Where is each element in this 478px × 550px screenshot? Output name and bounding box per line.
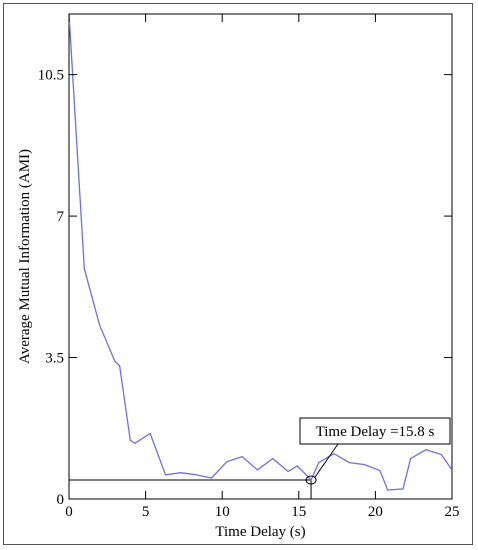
x-axis-ticks: 0 5 10 15 20 25: [65, 14, 460, 520]
y-tick-label: 0: [57, 492, 65, 508]
x-tick-label: 20: [368, 504, 383, 520]
x-tick-label: 15: [291, 504, 306, 520]
series-layer: [68, 13, 453, 491]
reference-lines: [69, 479, 312, 499]
annotation-layer: Time Delay =15.8 s: [299, 417, 451, 485]
plot-area: [68, 13, 453, 500]
x-tick-label: 5: [142, 504, 150, 520]
y-tick-label: 7: [57, 209, 65, 225]
x-tick-label: 25: [445, 504, 460, 520]
annotation-box: [299, 417, 451, 445]
annotation-leader: [314, 443, 339, 478]
plot-border: [68, 13, 453, 500]
series-line: [68, 13, 453, 491]
chart-frame: 0 5 10 15 20 25 0 3.5 7 10.5 Time Delay =15.8 s …: [3, 3, 473, 545]
annotation-marker: [305, 475, 317, 485]
y-axis-label: Average Mutual Information (AMI): [17, 149, 33, 364]
x-tick-label: 0: [65, 504, 73, 520]
y-tick-label: 10.5: [38, 68, 64, 84]
y-axis-ticks: 0 3.5 7 10.5: [38, 68, 452, 508]
annotation-text: Time Delay =15.8 s: [316, 424, 435, 440]
y-tick-label: 3.5: [45, 351, 64, 367]
x-tick-label: 10: [215, 504, 230, 520]
x-axis-label: Time Delay (s): [215, 524, 305, 540]
